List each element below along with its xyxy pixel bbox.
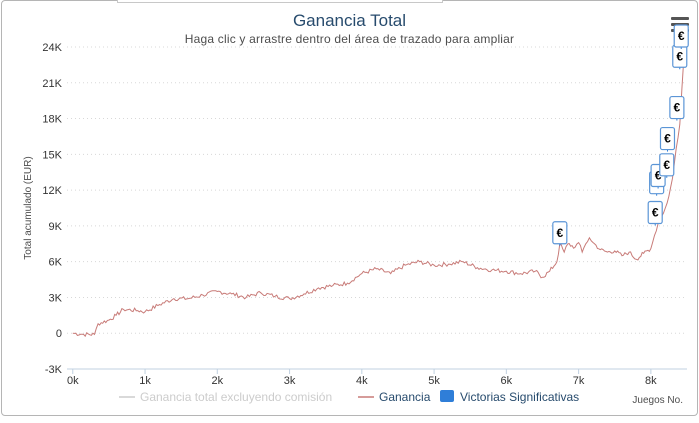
- flag-box: [647, 200, 663, 225]
- chart-title: Ganancia Total: [292, 11, 407, 30]
- significant-win-flag[interactable]: €: [659, 153, 675, 178]
- flag-box: [673, 24, 689, 48]
- x-tick-label: 3k: [284, 375, 296, 387]
- y-tick-labels: -3K 0 3K 6K 9K 12K 15K 18K 21K 24K: [42, 42, 62, 376]
- top-tab-edge: [117, 0, 443, 3]
- x-tick-labels: 0k 1k 2k 3k 4k 5k 6k 7k 8k: [67, 369, 657, 387]
- euro-icon: €: [556, 226, 563, 240]
- chart-subtitle: Haga clic y arrastre dentro del área de …: [184, 32, 515, 46]
- y-tick-label: 6K: [49, 257, 63, 269]
- x-tick-label: 8k: [645, 375, 657, 387]
- x-tick-label: 4k: [356, 375, 368, 387]
- significant-win-flag[interactable]: €: [647, 200, 663, 226]
- x-axis-title: Juegos No.: [632, 395, 683, 406]
- legend-symbol: [440, 390, 454, 402]
- euro-icon: €: [678, 29, 685, 43]
- euro-icon: €: [663, 158, 670, 172]
- euro-icon: €: [652, 206, 659, 220]
- y-tick-label: 0: [56, 328, 62, 340]
- x-tick-label: 1k: [139, 375, 151, 387]
- x-tick-label: 5k: [428, 375, 440, 387]
- y-tick-label: -3K: [45, 364, 63, 376]
- y-tick-label: 21K: [42, 78, 62, 90]
- y-tick-label: 9K: [49, 221, 63, 233]
- significant-win-flag[interactable]: €: [672, 44, 688, 70]
- y-tick-label: 12K: [42, 185, 62, 197]
- flag-box: [659, 153, 675, 177]
- grid-lines: [67, 46, 687, 370]
- legend-item[interactable]: Ganancia: [358, 390, 431, 404]
- y-tick-label: 18K: [42, 114, 62, 126]
- significant-wins-markers[interactable]: €€€€€€€€€: [552, 24, 689, 246]
- flag-box: [669, 95, 685, 120]
- y-axis-title: Total acumulado (EUR): [23, 156, 34, 259]
- significant-win-flag[interactable]: €: [673, 24, 689, 49]
- y-tick-label: 15K: [42, 149, 62, 161]
- euro-icon: €: [655, 169, 662, 183]
- legend-label: Ganancia: [379, 390, 431, 404]
- legend-label: Ganancia total excluyendo comisión: [140, 390, 332, 404]
- ganancia-series-line: [72, 46, 687, 338]
- x-tick-label: 2k: [211, 375, 223, 387]
- euro-icon: €: [664, 132, 671, 146]
- y-tick-label: 3K: [49, 292, 63, 304]
- significant-win-flag[interactable]: €: [659, 126, 676, 152]
- x-tick-label: 0k: [67, 375, 79, 387]
- legend-item[interactable]: Victorias Significativas: [440, 390, 579, 404]
- series-group: [72, 46, 687, 338]
- x-tick-label: 6k: [501, 375, 513, 387]
- euro-icon: €: [674, 101, 681, 115]
- flag-box: [659, 126, 676, 151]
- x-tick-label: 7k: [573, 375, 585, 387]
- euro-icon: €: [676, 49, 683, 63]
- flag-box: [552, 221, 568, 245]
- legend-label: Victorias Significativas: [460, 390, 579, 404]
- significant-win-flag[interactable]: €: [669, 95, 685, 121]
- significant-win-flag[interactable]: €: [552, 221, 568, 246]
- legend[interactable]: Ganancia total excluyendo comisión Gananc…: [119, 390, 579, 404]
- legend-item[interactable]: Ganancia total excluyendo comisión: [119, 390, 332, 404]
- y-tick-label: 24K: [42, 42, 62, 54]
